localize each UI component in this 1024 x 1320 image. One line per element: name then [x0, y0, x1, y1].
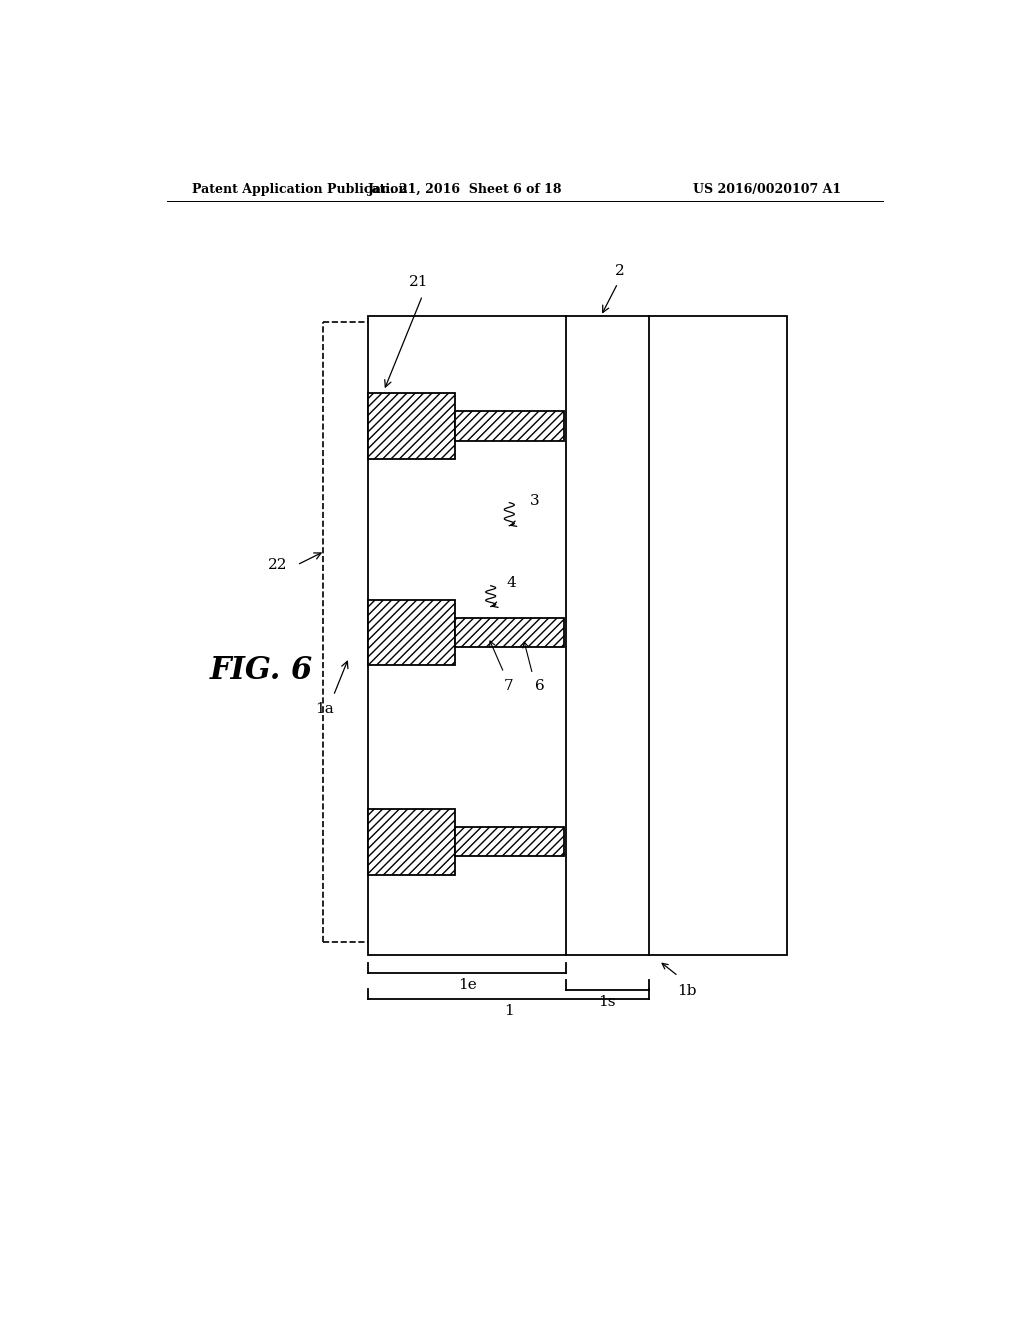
- Text: 22: 22: [267, 558, 287, 572]
- Bar: [369, 599, 455, 665]
- Bar: [369, 809, 455, 875]
- Bar: [455, 412, 563, 441]
- Bar: [369, 393, 455, 459]
- Text: 2: 2: [614, 264, 625, 277]
- Text: 1b: 1b: [677, 983, 696, 998]
- Bar: [369, 317, 786, 956]
- Bar: [455, 828, 563, 857]
- Text: 1a: 1a: [315, 702, 334, 715]
- Bar: [455, 618, 563, 647]
- Text: Jan. 21, 2016  Sheet 6 of 18: Jan. 21, 2016 Sheet 6 of 18: [368, 183, 562, 197]
- Text: 4: 4: [506, 577, 516, 590]
- Text: 3: 3: [529, 494, 539, 508]
- Text: 1: 1: [504, 1005, 513, 1018]
- Text: 1e: 1e: [458, 978, 476, 991]
- Text: 7: 7: [504, 678, 513, 693]
- Text: 21: 21: [409, 276, 428, 289]
- Text: 1s: 1s: [599, 995, 616, 1008]
- Text: 6: 6: [535, 678, 545, 693]
- Text: US 2016/0020107 A1: US 2016/0020107 A1: [693, 183, 841, 197]
- Text: FIG. 6: FIG. 6: [209, 655, 312, 686]
- Text: Patent Application Publication: Patent Application Publication: [191, 183, 408, 197]
